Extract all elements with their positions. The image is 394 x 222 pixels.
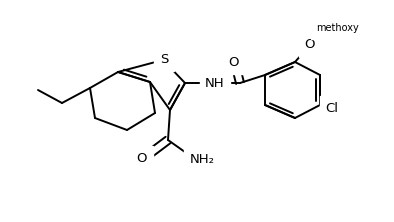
Text: Cl: Cl: [325, 101, 338, 115]
Text: O: O: [305, 38, 315, 52]
Text: methoxy: methoxy: [317, 23, 359, 33]
Text: O: O: [137, 151, 147, 165]
Text: O: O: [229, 56, 239, 69]
Text: S: S: [160, 52, 168, 65]
Text: NH₂: NH₂: [190, 153, 214, 165]
Text: NH: NH: [205, 77, 225, 89]
